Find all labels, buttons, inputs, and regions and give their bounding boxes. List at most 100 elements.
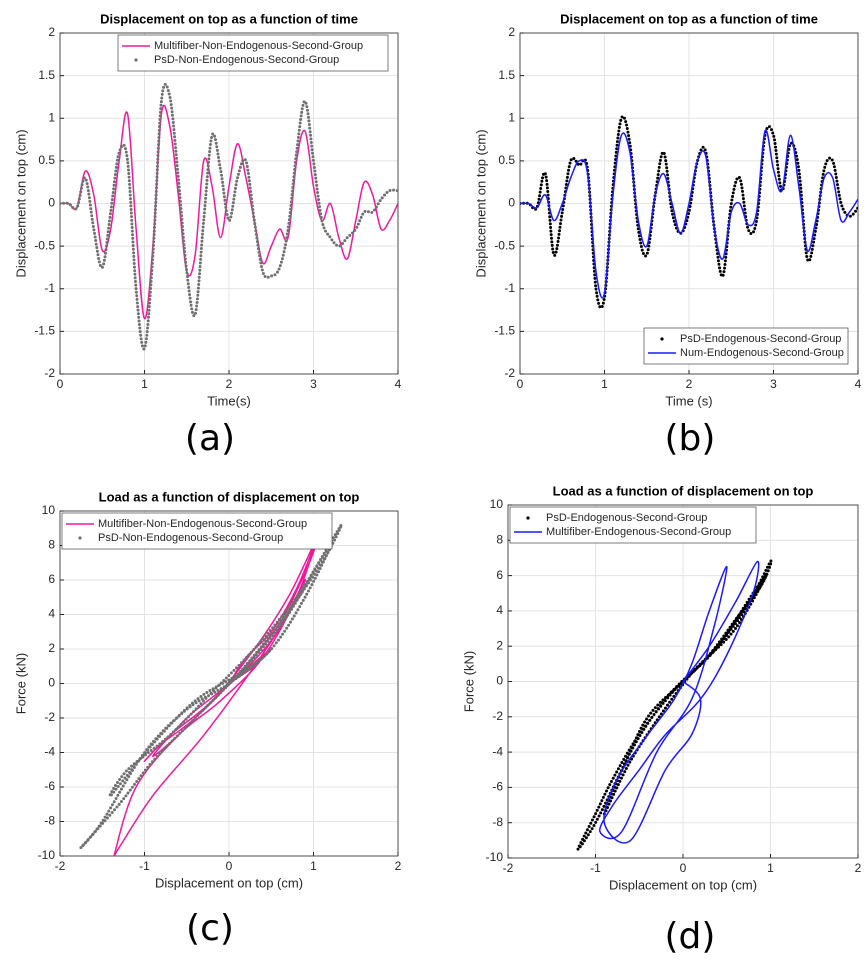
series-group	[576, 559, 773, 851]
legend: Multifiber-Non-Endogenous-Second-Group Ps…	[117, 34, 389, 72]
line-series	[113, 535, 319, 856]
y-tick-label: 2	[48, 25, 55, 39]
x-tick-label: -1	[139, 859, 150, 873]
y-tick-label: 6	[48, 572, 55, 586]
x-tick-label: -2	[503, 861, 514, 875]
x-tick-label: 1	[601, 377, 608, 391]
y-tick-label: 2	[508, 25, 515, 39]
caption: (b)	[665, 418, 716, 459]
panel: 0 1 2 3 4 -2 -1.5 -1 -0.5 0 0.5 1 1.5 2 PsD-Endogenous…	[473, 11, 861, 459]
y-tick-label: 10	[42, 503, 56, 517]
y-tick-label: -1	[504, 281, 515, 295]
y-tick-label: -1.5	[494, 324, 515, 338]
chart-title: Load as a function of displacement on to…	[99, 489, 360, 504]
line-series	[60, 104, 398, 320]
x-tick-label: 1	[767, 861, 774, 875]
x-tick-label: 2	[395, 859, 402, 873]
y-tick-label: 4	[496, 603, 503, 617]
y-tick-label: 6	[496, 568, 503, 582]
y-tick-label: 2	[48, 641, 55, 655]
y-tick-label: 0	[48, 196, 55, 210]
y-tick-label: 1.5	[38, 68, 55, 82]
legend-marker	[134, 58, 138, 62]
legend-box	[509, 506, 757, 544]
x-axis-label: Time (s)	[665, 393, 712, 408]
y-tick-label: 8	[48, 538, 55, 552]
x-tick-label: 1	[310, 859, 317, 873]
y-tick-label: -8	[44, 814, 55, 828]
y-tick-label: -1	[44, 281, 55, 295]
x-tick-label: 1	[141, 377, 148, 391]
panel: 0 1 2 3 4 -2 -1.5 -1 -0.5 0 0.5 1 1.5 2 Multifiber-Non…	[13, 11, 401, 459]
y-tick-label: -2	[44, 366, 55, 380]
axes-frame	[507, 504, 859, 859]
y-tick-label: 8	[496, 532, 503, 546]
x-tick-label: 2	[686, 377, 693, 391]
y-tick-label: -0.5	[494, 238, 515, 252]
y-axis-label: Displacement on top (cm)	[473, 129, 488, 277]
y-tick-label: -2	[44, 710, 55, 724]
chart-title: Displacement on top as a function of tim…	[100, 11, 358, 26]
y-tick-label: -0.5	[34, 238, 55, 252]
x-tick-label: 0	[680, 861, 687, 875]
series-group	[79, 523, 343, 856]
legend: PsD-Endogenous-Second-Group Num-Endogenou…	[643, 327, 849, 365]
x-axis-label: Displacement on top (cm)	[155, 875, 303, 890]
x-tick-label: -2	[55, 859, 66, 873]
legend-box	[643, 327, 849, 365]
line-series	[520, 129, 858, 299]
legend-label: PsD-Endogenous-Second-Group	[546, 512, 707, 524]
y-tick-label: 1	[48, 110, 55, 124]
dotted-series	[79, 523, 343, 850]
y-tick-label: 0.5	[38, 153, 55, 167]
axes-frame	[59, 510, 399, 857]
dotted-series	[576, 559, 773, 851]
y-tick-label: -2	[492, 709, 503, 723]
y-axis-label: Force (kN)	[461, 651, 476, 712]
legend: Multifiber-Non-Endogenous-Second-Group Ps…	[61, 512, 333, 550]
y-tick-label: -1.5	[34, 324, 55, 338]
legend-marker	[78, 536, 82, 540]
legend-label: PsD-Non-Endogenous-Second-Group	[154, 54, 339, 66]
x-tick-label: 2	[855, 861, 862, 875]
legend-marker	[526, 516, 530, 520]
x-axis-label: Time(s)	[207, 393, 251, 408]
y-tick-label: 10	[490, 497, 504, 511]
caption: (d)	[665, 916, 716, 957]
panel: -2 -1 0 1 2-10-8-6-4-20246810PsD-Endogenous-…	[461, 483, 861, 957]
y-tick-label: -6	[492, 780, 503, 794]
x-tick-label: 0	[517, 377, 524, 391]
x-tick-label: 3	[310, 377, 317, 391]
y-tick-label: -4	[492, 744, 503, 758]
y-axis-label: Force (kN)	[13, 653, 28, 714]
x-tick-label: 0	[57, 377, 64, 391]
y-tick-label: -8	[492, 815, 503, 829]
x-tick-label: 3	[770, 377, 777, 391]
y-tick-label: -10	[486, 850, 504, 864]
dotted-series	[60, 82, 398, 351]
y-tick-label: -10	[38, 848, 56, 862]
y-axis-label: Displacement on top (cm)	[13, 129, 28, 277]
legend-label: Multifiber-Endogenous-Second-Group	[546, 526, 731, 538]
legend-box	[61, 512, 333, 550]
legend-label: PsD-Endogenous-Second-Group	[680, 333, 841, 345]
legend-label: Multifiber-Non-Endogenous-Second-Group	[154, 40, 363, 52]
y-tick-label: 4	[48, 607, 55, 621]
y-tick-label: 0.5	[498, 153, 515, 167]
legend: PsD-Endogenous-Second-Group Multifiber-En…	[509, 506, 757, 544]
series-group	[60, 82, 398, 351]
x-tick-label: -1	[590, 861, 601, 875]
y-tick-label: -6	[44, 779, 55, 793]
y-tick-label: 0	[508, 196, 515, 210]
line-series	[599, 560, 760, 844]
y-tick-label: 0	[496, 674, 503, 688]
caption: (c)	[186, 908, 234, 949]
y-tick-label: -2	[504, 366, 515, 380]
x-tick-label: 4	[395, 377, 402, 391]
chart-title: Displacement on top as a function of tim…	[560, 11, 818, 26]
series-group	[520, 115, 858, 310]
y-tick-label: 1	[508, 110, 515, 124]
x-tick-label: 4	[855, 377, 862, 391]
y-tick-label: 0	[48, 676, 55, 690]
